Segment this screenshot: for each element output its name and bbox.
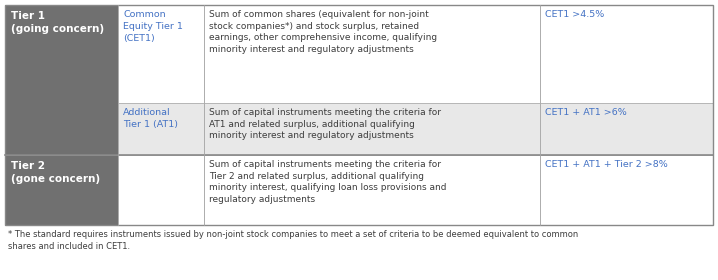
Bar: [118, 5, 204, 103]
Text: Sum of capital instruments meeting the criteria for
Tier 2 and related surplus, : Sum of capital instruments meeting the c…: [209, 160, 447, 204]
Bar: [5, 155, 118, 225]
Bar: [540, 155, 713, 225]
Text: Tier 1
(going concern): Tier 1 (going concern): [11, 11, 104, 34]
Text: * The standard requires instruments issued by non-joint stock companies to meet : * The standard requires instruments issu…: [8, 230, 578, 251]
Text: CET1 + AT1 >6%: CET1 + AT1 >6%: [545, 108, 627, 117]
Text: Additional
Tier 1 (AT1): Additional Tier 1 (AT1): [123, 108, 178, 129]
Bar: [204, 103, 540, 155]
Bar: [5, 5, 118, 155]
Text: Common
Equity Tier 1
(CET1): Common Equity Tier 1 (CET1): [123, 10, 183, 43]
Text: CET1 + AT1 + Tier 2 >8%: CET1 + AT1 + Tier 2 >8%: [545, 160, 668, 169]
Bar: [540, 5, 713, 103]
Bar: [118, 155, 204, 225]
Bar: [5, 5, 713, 225]
Text: CET1 >4.5%: CET1 >4.5%: [545, 10, 605, 19]
Bar: [204, 5, 540, 103]
Bar: [204, 155, 540, 225]
Bar: [118, 103, 204, 155]
Text: Sum of common shares (equivalent for non-joint
stock companies*) and stock surpl: Sum of common shares (equivalent for non…: [209, 10, 437, 54]
Text: Sum of capital instruments meeting the criteria for
AT1 and related surplus, add: Sum of capital instruments meeting the c…: [209, 108, 441, 140]
Text: Tier 2
(gone concern): Tier 2 (gone concern): [11, 161, 100, 184]
Bar: [540, 103, 713, 155]
